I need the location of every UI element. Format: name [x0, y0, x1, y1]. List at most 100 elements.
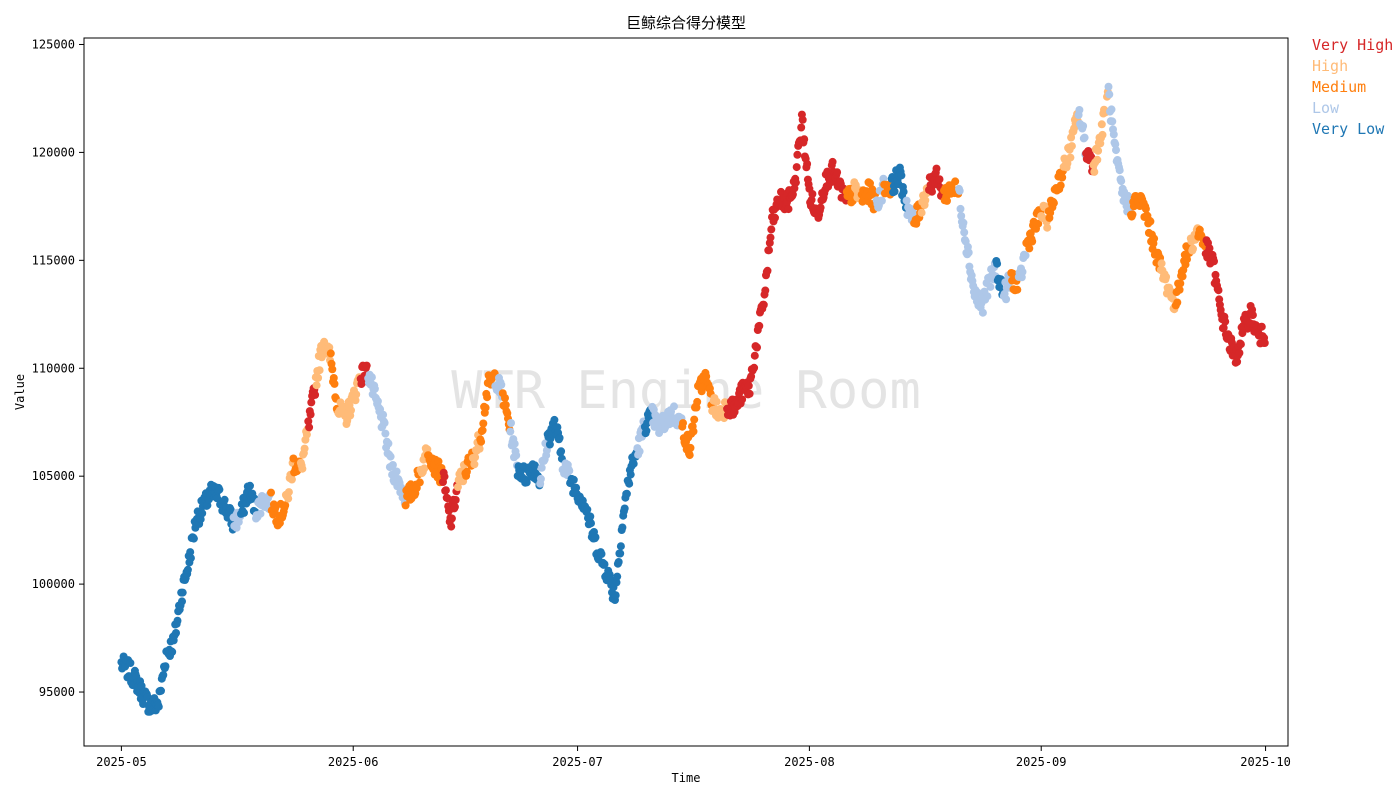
data-point [328, 365, 337, 374]
data-point [928, 187, 936, 196]
data-point [702, 372, 711, 381]
data-point [1141, 204, 1150, 213]
data-point [800, 135, 809, 144]
data-point [501, 394, 509, 402]
data-point [1111, 140, 1120, 149]
data-point [986, 282, 995, 291]
legend-entry: Very Low [1312, 120, 1385, 138]
data-point [315, 366, 324, 375]
data-point [921, 196, 930, 205]
data-point [616, 542, 625, 551]
data-point [587, 519, 595, 528]
legend-entry: Low [1312, 99, 1340, 117]
data-point [1021, 251, 1030, 260]
data-point [793, 150, 802, 159]
data-point [797, 123, 806, 132]
data-point [1233, 357, 1242, 366]
data-point [1205, 244, 1214, 253]
data-point [284, 488, 293, 497]
data-point [1221, 317, 1230, 326]
data-point [157, 686, 165, 695]
data-point [479, 419, 488, 428]
data-point [388, 461, 397, 469]
data-point [1260, 339, 1269, 347]
data-point [586, 512, 595, 521]
data-point [1098, 130, 1107, 139]
data-point [289, 454, 298, 463]
data-point [877, 196, 886, 205]
data-point [685, 451, 694, 460]
data-point [1117, 177, 1126, 186]
data-point [189, 534, 198, 543]
data-point [613, 572, 622, 581]
data-point [126, 659, 135, 667]
data-point [172, 629, 180, 637]
data-point [1049, 199, 1058, 208]
data-point [213, 494, 222, 503]
x-tick-label: 2025-06 [328, 755, 379, 769]
data-point [792, 163, 801, 172]
data-point [384, 439, 393, 448]
data-point [690, 415, 699, 424]
data-point [1235, 349, 1244, 357]
data-point [1178, 272, 1187, 281]
data-point [557, 447, 566, 456]
data-point [803, 160, 812, 168]
data-point [507, 419, 515, 427]
data-point [767, 225, 776, 234]
data-point [178, 588, 187, 597]
data-point [186, 548, 195, 557]
data-point [470, 460, 479, 469]
data-point [626, 470, 635, 479]
data-point [447, 514, 456, 523]
data-point [755, 321, 764, 330]
data-point [959, 218, 968, 227]
data-point [300, 444, 309, 453]
data-point [935, 175, 944, 184]
x-tick-label: 2025-09 [1016, 755, 1067, 769]
data-point [1090, 167, 1099, 176]
data-point [693, 397, 702, 406]
legend-entry: Medium [1312, 78, 1366, 96]
data-point [501, 400, 510, 409]
data-point [284, 494, 293, 503]
data-point [478, 426, 487, 435]
data-point [1002, 295, 1011, 304]
data-point [689, 427, 698, 436]
data-point [545, 440, 554, 449]
data-point [537, 463, 546, 472]
data-point [1214, 286, 1223, 295]
data-point [450, 502, 459, 511]
data-point [154, 702, 163, 711]
data-point [620, 504, 629, 513]
data-point [555, 433, 564, 442]
data-point [1157, 259, 1166, 268]
data-point [510, 439, 519, 448]
data-point [964, 248, 973, 257]
data-point [1236, 340, 1245, 349]
data-point [362, 361, 371, 370]
data-point [1248, 311, 1257, 320]
data-point [351, 396, 360, 405]
data-point [1115, 166, 1124, 175]
data-point [423, 445, 432, 454]
data-point [879, 174, 888, 183]
data-point [226, 505, 235, 514]
data-point [386, 452, 395, 461]
data-point [373, 397, 382, 406]
data-point [978, 308, 987, 317]
data-point [1176, 279, 1185, 288]
data-point [497, 380, 506, 389]
data-point [161, 662, 170, 671]
data-point [381, 429, 390, 438]
x-axis-label: Time [672, 771, 701, 785]
data-point [761, 286, 770, 295]
data-point [1257, 322, 1266, 331]
data-point [1112, 146, 1120, 155]
data-point [1043, 223, 1052, 232]
data-point [178, 597, 186, 606]
data-point [600, 560, 609, 569]
data-point [215, 485, 224, 494]
data-point [1097, 120, 1106, 129]
data-point [447, 522, 456, 531]
